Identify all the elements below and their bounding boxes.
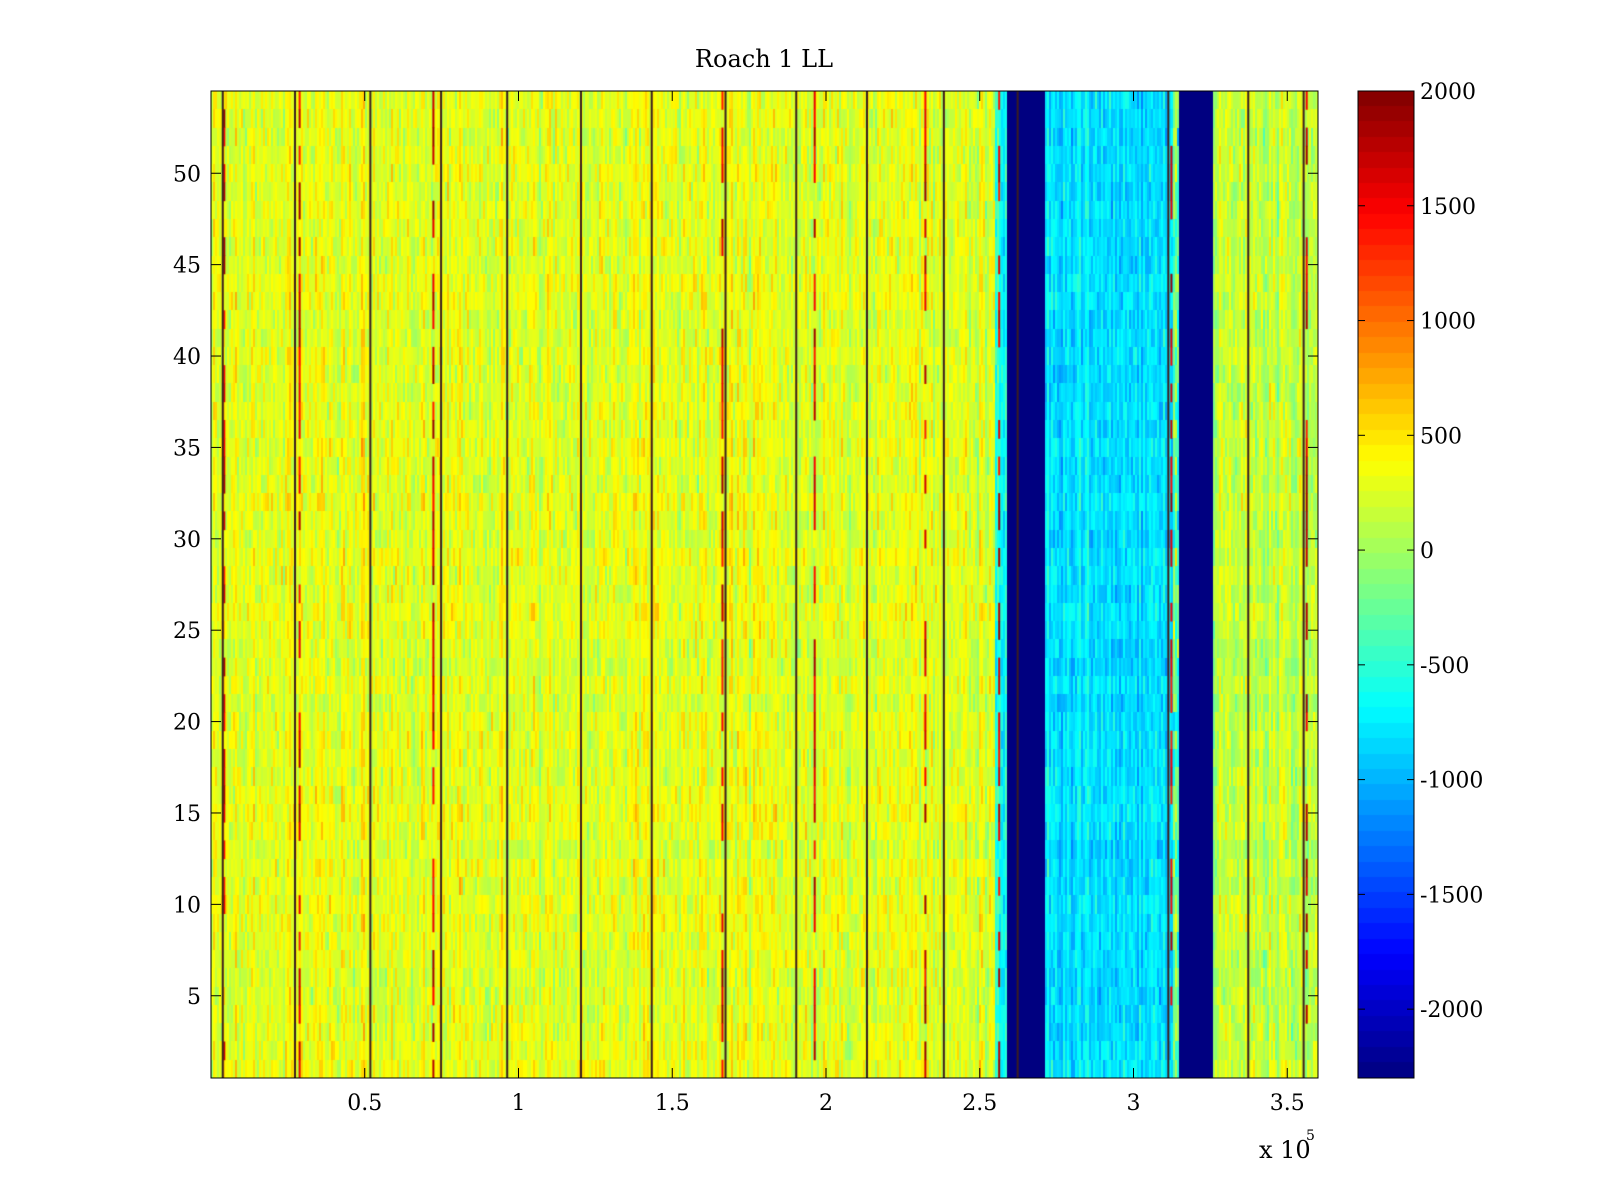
y-tick-label: 40 bbox=[173, 345, 201, 370]
x-multiplier-label: x 10 bbox=[1259, 1136, 1311, 1164]
colorbar-tick-label: -1000 bbox=[1420, 769, 1483, 794]
colorbar-image bbox=[1358, 91, 1414, 1078]
x-tick-label: 3.5 bbox=[1270, 1091, 1305, 1116]
y-tick-label: 45 bbox=[173, 254, 201, 279]
plot-frame bbox=[210, 90, 1319, 1079]
colorbar-ticks: 2000 1500 1000 500 0 -500 -1000 -1500 -2000 bbox=[1358, 80, 1483, 1023]
y-tick-label: 15 bbox=[173, 802, 201, 827]
y-tick-label: 50 bbox=[173, 162, 201, 187]
y-tick-label: 30 bbox=[173, 528, 201, 553]
colorbar-tick-label: -2000 bbox=[1420, 998, 1483, 1023]
x-axis-ticks: 0.5 1 1.5 2 2.5 3 3.5 bbox=[347, 91, 1305, 1116]
colorbar-frame bbox=[1357, 90, 1415, 1079]
chart-title: Roach 1 LL bbox=[695, 45, 833, 73]
colorbar-tick-label: 2000 bbox=[1420, 80, 1476, 105]
x-tick-label: 1 bbox=[512, 1091, 526, 1116]
x-tick-label: 1.5 bbox=[655, 1091, 690, 1116]
x-tick-label: 0.5 bbox=[347, 1091, 382, 1116]
y-tick-label: 10 bbox=[173, 893, 201, 918]
colorbar-tick-label: 0 bbox=[1420, 539, 1434, 564]
x-tick-label: 2 bbox=[819, 1091, 833, 1116]
x-axis-multiplier: x 10 5 bbox=[1259, 1128, 1315, 1164]
colorbar-tick-label: -500 bbox=[1420, 654, 1469, 679]
x-tick-label: 2.5 bbox=[962, 1091, 997, 1116]
y-tick-label: 5 bbox=[187, 985, 201, 1010]
y-tick-label: 25 bbox=[173, 619, 201, 644]
y-tick-label: 20 bbox=[173, 711, 201, 736]
colorbar-tick-label: 1500 bbox=[1420, 195, 1476, 220]
colorbar-tick-label: 1000 bbox=[1420, 310, 1476, 335]
x-multiplier-exponent: 5 bbox=[1306, 1128, 1315, 1144]
colorbar-tick-label: -1500 bbox=[1420, 883, 1483, 908]
y-axis-ticks: 5 10 15 20 25 30 35 40 45 50 bbox=[173, 162, 1318, 1010]
colorbar-tick-label: 500 bbox=[1420, 424, 1462, 449]
heatmap-image bbox=[211, 91, 1318, 1078]
y-tick-label: 35 bbox=[173, 436, 201, 461]
x-tick-label: 3 bbox=[1127, 1091, 1141, 1116]
